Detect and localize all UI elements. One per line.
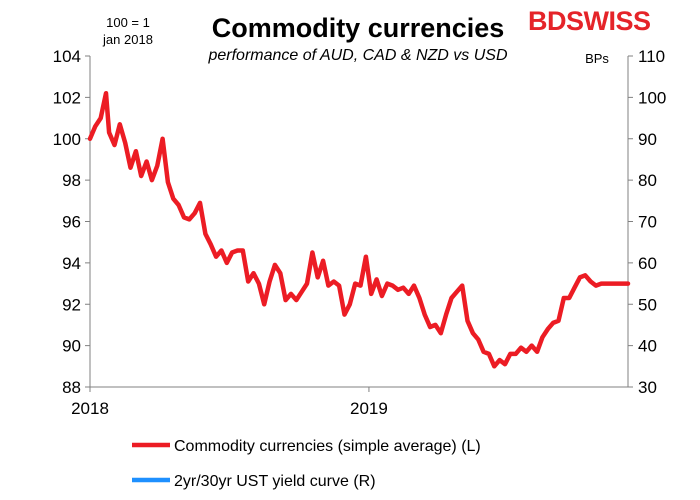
left-tick-label: 88 <box>62 378 81 397</box>
left-tick-label: 102 <box>53 88 81 107</box>
legend-label-1: 2yr/30yr UST yield curve (R) <box>174 473 376 490</box>
right-axis-unit: BPs <box>585 51 609 66</box>
chart-subtitle: performance of AUD, CAD & NZD vs USD <box>207 47 507 64</box>
legend: Commodity currencies (simple average) (L… <box>132 438 481 490</box>
legend-label-0: Commodity currencies (simple average) (L… <box>174 438 481 455</box>
right-axis-ticks: 30 40 50 60 70 80 90 100 110 <box>628 47 666 397</box>
series-lines <box>87 90 631 369</box>
x-axis-ticks: 2018 2019 <box>71 387 388 418</box>
x-tick-label: 2019 <box>350 399 388 418</box>
left-axis-ticks: 88 90 92 94 96 98 100 102 104 <box>53 47 90 397</box>
right-tick-label: 80 <box>638 171 657 190</box>
left-tick-label: 94 <box>62 254 81 273</box>
series-line-0 <box>87 90 631 369</box>
chart-title: Commodity currencies <box>212 13 505 43</box>
right-tick-label: 90 <box>638 130 657 149</box>
right-tick-label: 100 <box>638 88 666 107</box>
right-tick-label: 110 <box>638 47 665 66</box>
right-tick-label: 30 <box>638 378 657 397</box>
left-axis-note-line2: jan 2018 <box>102 32 153 47</box>
axes <box>89 56 629 388</box>
left-tick-label: 92 <box>62 295 81 314</box>
right-tick-label: 70 <box>638 213 657 232</box>
right-tick-label: 60 <box>638 254 657 273</box>
right-tick-label: 40 <box>638 337 657 356</box>
left-axis-note-line1: 100 = 1 <box>106 15 150 30</box>
left-tick-label: 104 <box>53 47 81 66</box>
left-tick-label: 96 <box>62 213 81 232</box>
left-tick-label: 90 <box>62 337 81 356</box>
right-tick-label: 50 <box>638 295 657 314</box>
x-tick-label: 2018 <box>71 399 109 418</box>
brand-logo: BDSWISS <box>528 6 651 36</box>
left-tick-label: 98 <box>62 171 81 190</box>
left-tick-label: 100 <box>53 130 81 149</box>
